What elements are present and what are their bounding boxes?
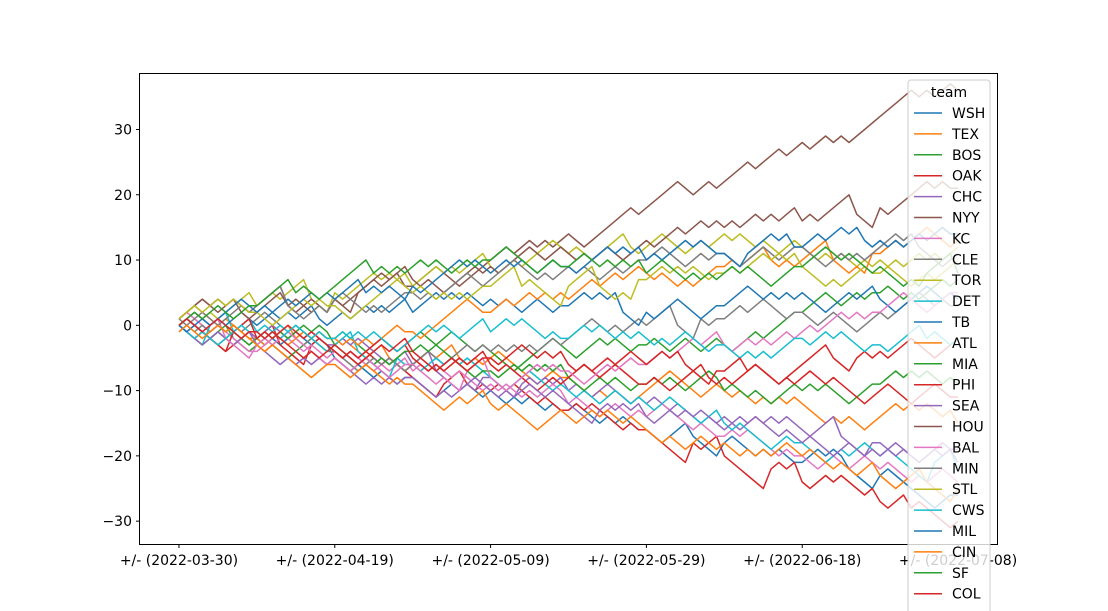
legend-label-hou: HOU <box>952 420 984 436</box>
series-line-col <box>178 318 958 405</box>
legend-label-min: MIN <box>952 461 979 477</box>
legend-label-phi: PHI <box>952 378 975 394</box>
legend-label-kc: KC <box>952 231 970 247</box>
legend-label-col: COL <box>952 587 981 603</box>
y-tick-label: 30 <box>114 122 132 138</box>
series-line-oak <box>178 318 959 529</box>
series-line-sea <box>178 324 959 464</box>
y-tick-label: −20 <box>102 449 132 465</box>
series-line-stl <box>178 252 959 327</box>
legend-label-det: DET <box>952 294 981 310</box>
legend-label-wsh: WSH <box>952 106 985 122</box>
y-tick-label: 10 <box>114 253 132 269</box>
legend-label-cle: CLE <box>952 252 978 268</box>
legend-label-bal: BAL <box>952 440 979 456</box>
legend-label-sf: SF <box>952 566 969 582</box>
series-lines <box>178 83 959 529</box>
legend-label-cin: CIN <box>952 545 976 561</box>
legend-label-tor: TOR <box>951 273 982 289</box>
series-line-mil <box>178 226 958 333</box>
legend-label-mil: MIL <box>952 524 976 540</box>
legend-label-sea: SEA <box>952 399 980 415</box>
series-line-bal <box>178 291 958 392</box>
legend-label-nyy: NYY <box>952 211 980 227</box>
y-tick-label: 0 <box>123 318 132 334</box>
y-tick-label: −10 <box>102 384 132 400</box>
legend-label-bos: BOS <box>952 148 981 164</box>
legend: team WSH TEX BOS OAK CHC NYY KC CLE TOR DET TB ATL M… <box>907 79 991 611</box>
legend-label-cws: CWS <box>952 503 985 519</box>
series-line-cws <box>178 318 959 359</box>
series-line-tb <box>178 285 959 327</box>
y-axis: −30 −20 −10 0 10 20 30 <box>102 122 140 530</box>
y-tick-label: −30 <box>102 514 132 530</box>
legend-box <box>907 79 991 611</box>
legend-label-mia: MIA <box>952 357 978 373</box>
legend-label-chc: CHC <box>952 190 982 206</box>
series-line-sf <box>178 246 959 326</box>
x-tick-label: +/- (2022-05-09) <box>431 553 549 569</box>
legend-label-tb: TB <box>951 315 970 331</box>
legend-label-tex: TEX <box>951 127 979 143</box>
x-tick-label: +/- (2022-05-29) <box>587 553 705 569</box>
series-line-cin <box>178 324 959 503</box>
legend-items: WSH TEX BOS OAK CHC NYY KC CLE TOR DET TB ATL MIA PHI… <box>914 106 985 603</box>
series-line-phi <box>178 318 959 392</box>
x-tick-label: +/- (2022-04-19) <box>276 553 394 569</box>
plot-frame <box>139 73 998 545</box>
legend-title: team <box>931 85 967 101</box>
series-line-nyy <box>178 83 959 320</box>
x-tick-label: +/- (2022-03-30) <box>120 553 238 569</box>
y-tick-label: 20 <box>114 188 132 204</box>
series-line-hou <box>178 180 958 320</box>
legend-label-stl: STL <box>952 482 977 498</box>
x-tick-label: +/- (2022-06-18) <box>743 553 861 569</box>
x-axis: +/- (2022-03-30) +/- (2022-04-19) +/- (202… <box>120 544 1017 569</box>
legend-label-atl: ATL <box>952 336 977 352</box>
legend-label-oak: OAK <box>952 169 982 185</box>
